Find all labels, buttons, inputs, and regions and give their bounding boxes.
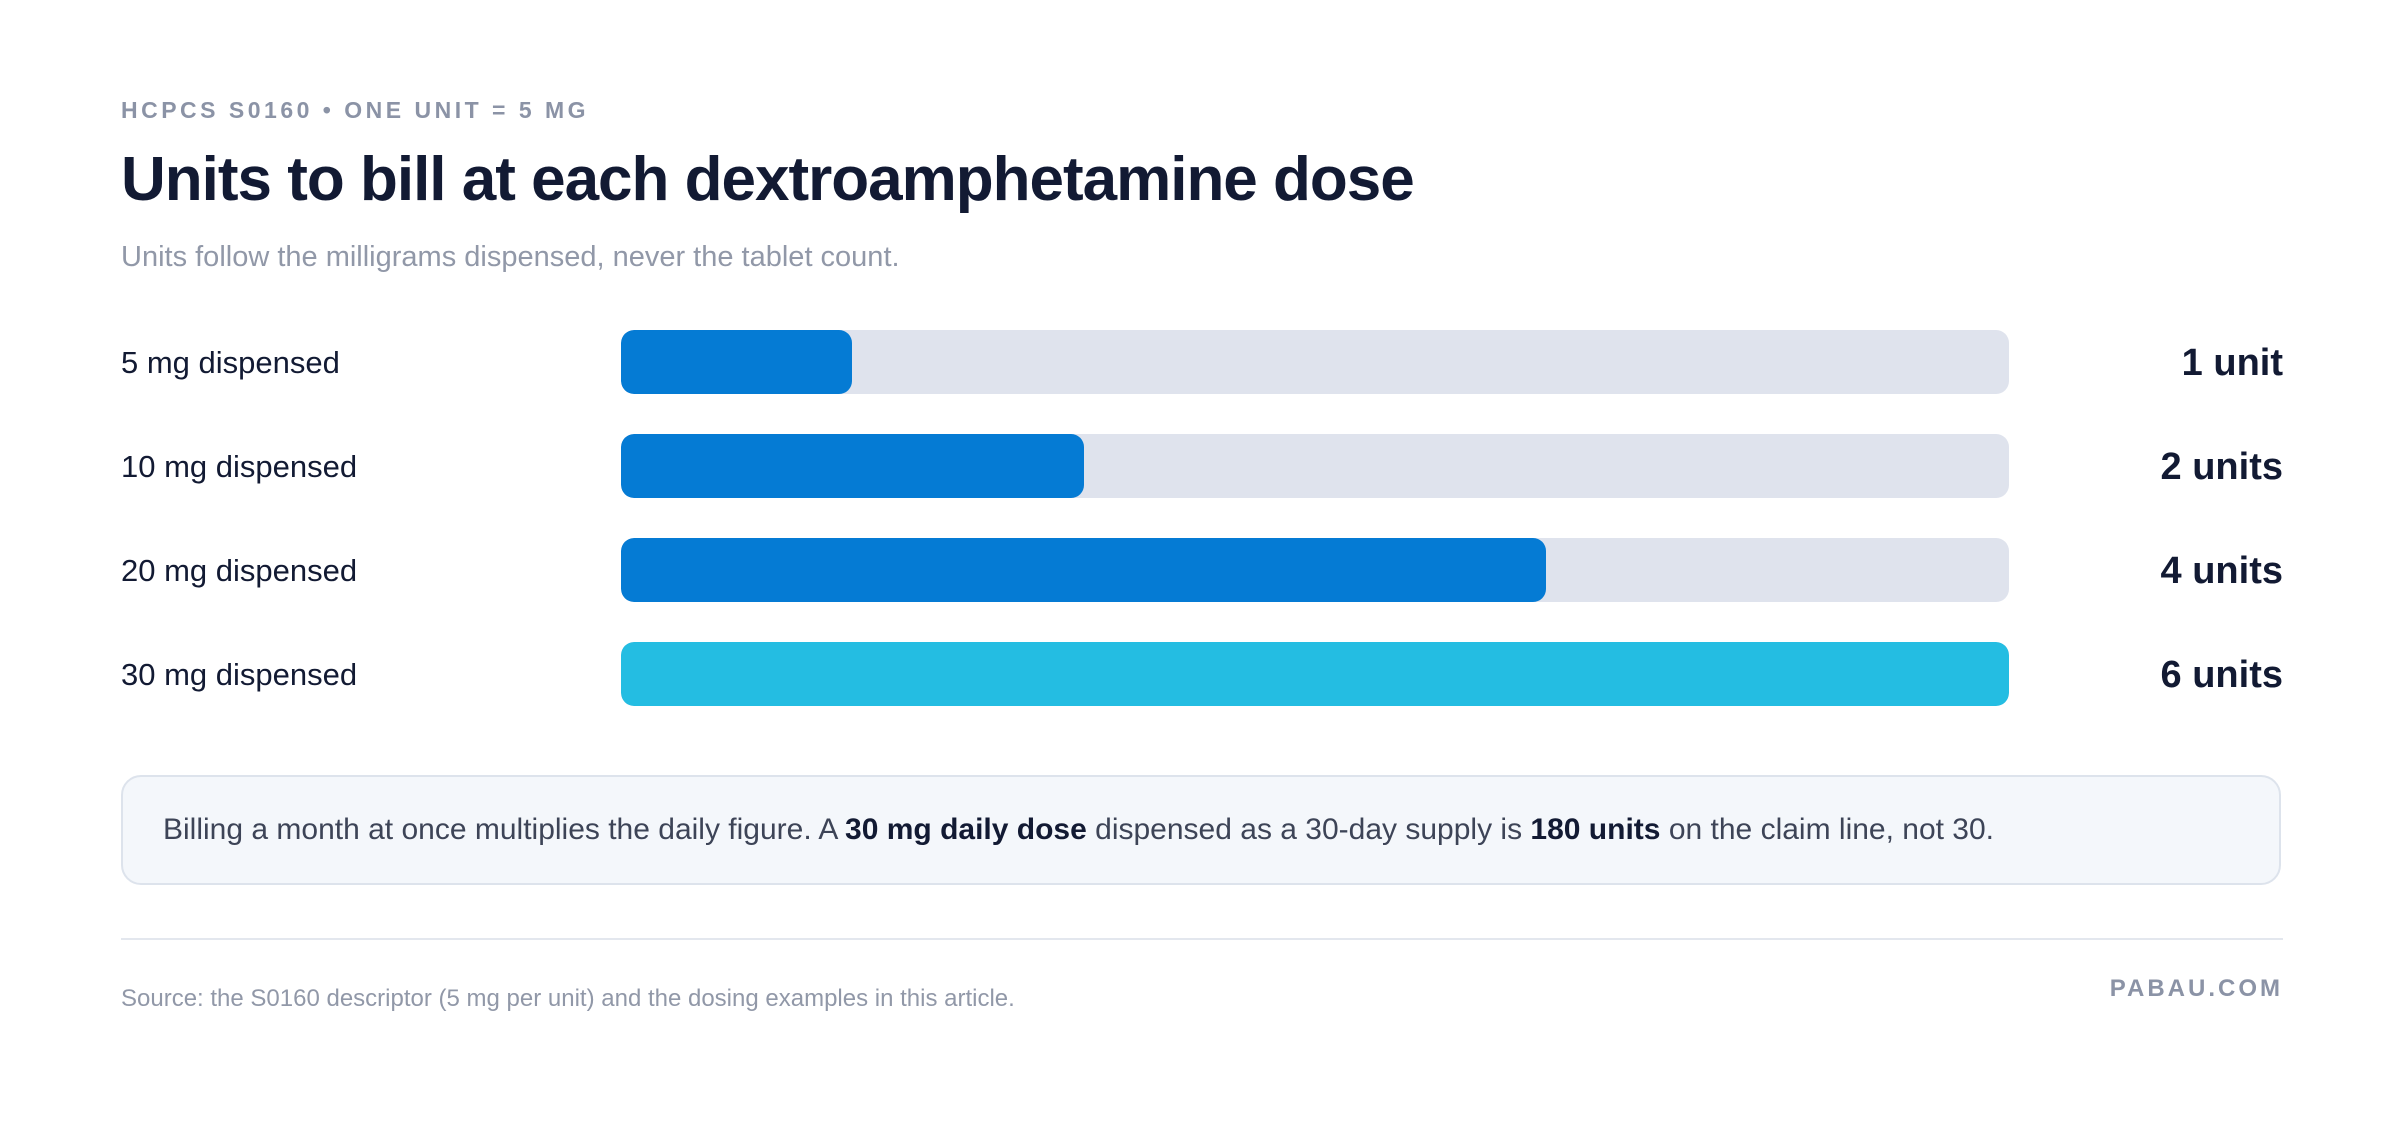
note-text-3: on the claim line, not 30. (1660, 813, 1995, 846)
bar-chart: 5 mg dispensed 1 unit 10 mg dispensed 2 uni… (121, 330, 2283, 730)
category-label: 10 mg dispensed (121, 449, 358, 484)
bar (621, 642, 2009, 706)
note-bold-dose: 30 mg daily dose (845, 813, 1087, 846)
bar-track (621, 434, 2009, 498)
bar-row: 20 mg dispensed 4 units (121, 538, 2283, 604)
category-label: 30 mg dispensed (121, 657, 358, 692)
note-text-2: dispensed as a 30-day supply is (1086, 813, 1531, 846)
source-note: Source: the S0160 descriptor (5 mg per u… (121, 985, 1015, 1012)
chart-subtitle: Units follow the milligrams dispensed, n… (121, 241, 900, 273)
bar-row: 30 mg dispensed 6 units (121, 642, 2283, 708)
value-label: 1 unit (2181, 342, 2283, 384)
brand-logo-text: PABAU.COM (2109, 975, 2283, 1002)
bar-track (621, 538, 2009, 602)
note-bold-units: 180 units (1530, 813, 1661, 846)
footer-divider (121, 938, 2283, 940)
callout-note: Billing a month at once multiplies the d… (121, 775, 2281, 885)
value-label: 2 units (2160, 446, 2283, 488)
bar-row: 5 mg dispensed 1 unit (121, 330, 2283, 396)
category-label: 20 mg dispensed (121, 553, 358, 588)
eyebrow-label: HCPCS S0160 • ONE UNIT = 5 MG (121, 97, 590, 123)
bar-row: 10 mg dispensed 2 units (121, 434, 2283, 500)
bar (621, 538, 1547, 602)
bar-track (621, 642, 2009, 706)
bar (621, 330, 853, 394)
value-label: 6 units (2160, 654, 2283, 696)
bar-track (621, 330, 2009, 394)
value-label: 4 units (2160, 550, 2283, 592)
bar (621, 434, 1084, 498)
chart-title: Units to bill at each dextroamphetamine … (121, 145, 1415, 214)
category-label: 5 mg dispensed (121, 345, 340, 380)
note-text-1: Billing a month at once multiplies the d… (163, 813, 846, 846)
